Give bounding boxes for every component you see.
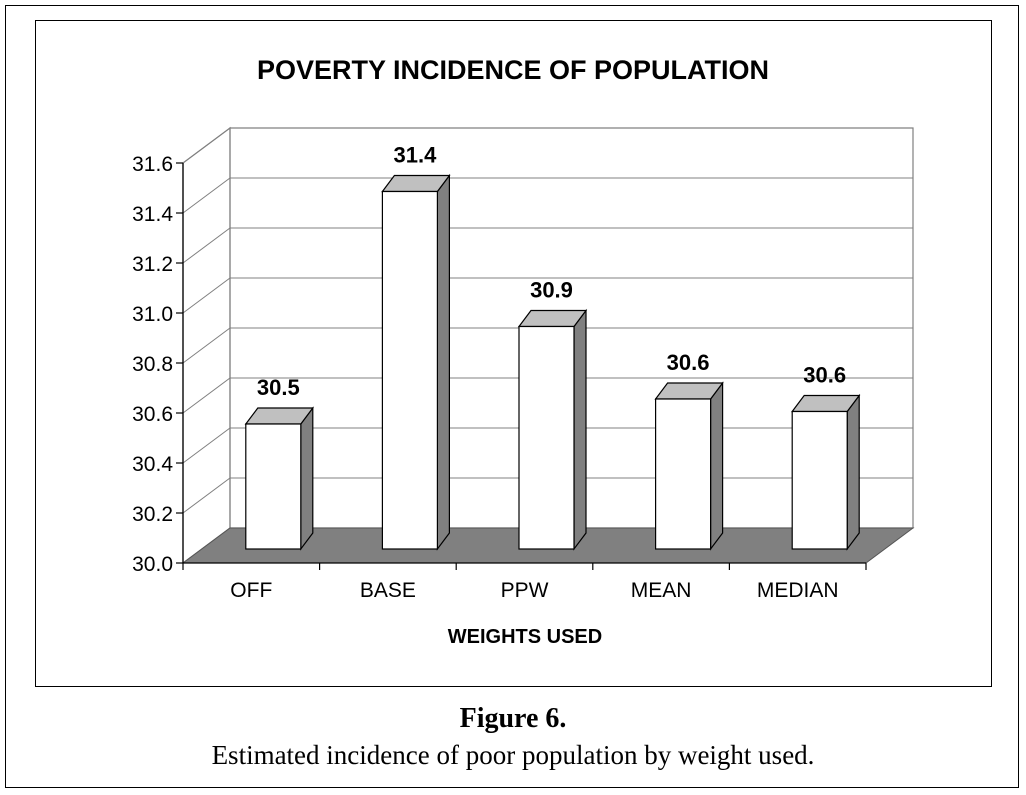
y-tick-label: 31.4 [132, 203, 173, 226]
bar-side [300, 406, 314, 551]
data-label: 30.6 [803, 363, 846, 388]
y-tick-label: 30.6 [132, 403, 173, 426]
figure-caption-text: Estimated incidence of poor population b… [211, 740, 815, 770]
gridline [182, 177, 913, 214]
data-label: 30.5 [257, 375, 300, 400]
bar-face [518, 325, 575, 550]
bar-top [517, 309, 588, 328]
chart-axes [176, 162, 867, 570]
gridline [182, 127, 913, 164]
x-tick-label: OFF [230, 579, 272, 602]
x-tick-label: MEDIAN [757, 579, 839, 602]
bar-face [654, 398, 712, 550]
bar-top [381, 174, 451, 193]
chart-title: POVERTY INCIDENCE OF POPULATION [257, 55, 769, 85]
y-tick-label: 30.0 [132, 553, 173, 576]
gridline [182, 327, 913, 364]
bar-side [846, 393, 860, 551]
bar-face [381, 190, 438, 550]
x-tick-label: MEAN [631, 579, 692, 602]
bar-side [436, 173, 450, 551]
y-tick-label: 30.2 [132, 503, 173, 526]
bar-side [573, 308, 587, 551]
y-tick-label: 31.6 [132, 153, 173, 176]
gridline [182, 227, 913, 264]
bar [791, 393, 861, 551]
bar [381, 173, 451, 551]
y-tick-label: 31.2 [132, 253, 173, 276]
bar-top [244, 407, 314, 425]
y-tick-label: 30.8 [132, 353, 173, 376]
bar-face [791, 410, 848, 550]
bar-face [245, 423, 302, 550]
y-tick-label: 31.0 [132, 303, 173, 326]
figure-frame [5, 5, 1019, 788]
data-label: 30.9 [530, 278, 573, 303]
bar [654, 381, 724, 551]
bars [244, 173, 861, 551]
x-tick-label: BASE [360, 579, 416, 602]
bar [517, 308, 588, 551]
x-tick-label: PPW [501, 579, 549, 602]
figure-caption-label: Figure 6. [459, 703, 567, 734]
bar-side [709, 381, 724, 551]
bar-top [654, 382, 724, 400]
y-tick-label: 30.4 [132, 453, 173, 476]
x-axis-label: WEIGHTS USED [448, 626, 602, 648]
gridline [182, 377, 913, 414]
data-label: 31.4 [393, 143, 437, 168]
bar-top [791, 394, 861, 413]
gridline [182, 277, 913, 314]
chart-labels: 30.0 30.2 30.4 30.6 30.8 31.0 31.2 31.4 31.6 30.5… [132, 143, 846, 603]
bar [244, 406, 314, 551]
data-label: 30.6 [667, 350, 710, 375]
chart-svg: 30.0 30.2 30.4 30.6 30.8 31.0 31.2 31.4 31.6 30.5… [132, 55, 915, 648]
chart-frame [35, 20, 992, 687]
